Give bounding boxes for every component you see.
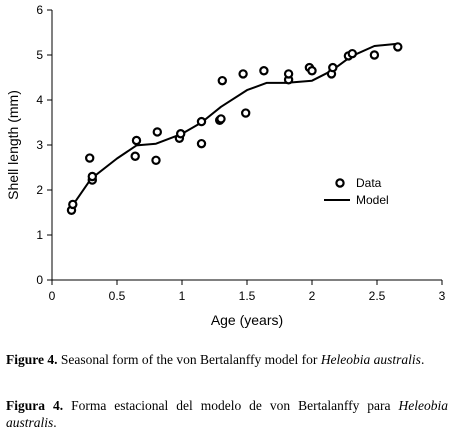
data-point bbox=[68, 199, 78, 210]
y-axis-title: Shell length (mm) bbox=[5, 90, 21, 200]
caption-english-end: . bbox=[420, 352, 425, 367]
caption-spanish-species: Heleobia australis bbox=[6, 398, 449, 430]
data-point bbox=[175, 129, 186, 139]
data-point bbox=[84, 153, 95, 163]
data-point bbox=[240, 108, 251, 118]
data-point bbox=[196, 138, 207, 149]
y-tick-label: 2 bbox=[36, 183, 43, 197]
data-point bbox=[87, 171, 98, 182]
data-point bbox=[347, 48, 357, 59]
data-point bbox=[238, 69, 248, 79]
data-point bbox=[259, 66, 269, 76]
x-axis-title: Age (years) bbox=[211, 312, 283, 328]
y-tick-label: 0 bbox=[36, 273, 43, 287]
x-tick-label: 0.5 bbox=[109, 289, 126, 303]
caption-english-species: Heleobia australis bbox=[320, 352, 421, 367]
data-point bbox=[283, 69, 294, 79]
caption-english: Figure 4. Seasonal form of the von Berta… bbox=[6, 351, 448, 368]
data-point bbox=[152, 127, 162, 137]
caption-spanish: Figura 4. Forma estacional del modelo de… bbox=[6, 397, 448, 431]
y-tick-label: 3 bbox=[36, 138, 43, 152]
legend-model-label: Model bbox=[356, 193, 389, 207]
legend-data-marker bbox=[335, 178, 345, 188]
y-tick-label: 1 bbox=[36, 228, 43, 242]
data-point bbox=[393, 42, 403, 52]
data-point bbox=[216, 114, 226, 124]
data-point bbox=[130, 151, 140, 161]
legend: Data Model bbox=[324, 176, 389, 207]
x-tick-label: 1 bbox=[179, 289, 186, 303]
caption-spanish-end: . bbox=[53, 415, 57, 430]
x-tick-label: 1.5 bbox=[239, 289, 256, 303]
y-tick-label: 5 bbox=[36, 48, 43, 62]
data-point bbox=[369, 50, 380, 60]
axes: 0 1 2 3 4 5 6 0 0.5 1 1.5 2 2.5 3 bbox=[36, 3, 445, 303]
x-tick-label: 2.5 bbox=[369, 289, 386, 303]
x-tick-label: 3 bbox=[439, 289, 446, 303]
y-tick-label: 4 bbox=[36, 93, 43, 107]
data-point bbox=[328, 62, 338, 73]
model-line bbox=[70, 42, 398, 208]
data-point bbox=[196, 116, 207, 127]
model-series bbox=[70, 42, 398, 208]
data-point bbox=[151, 155, 161, 165]
data-point bbox=[307, 66, 317, 76]
x-tick-label: 2 bbox=[309, 289, 316, 303]
x-tick-label: 0 bbox=[49, 289, 56, 303]
data-point bbox=[131, 135, 142, 146]
data-series bbox=[66, 42, 403, 215]
y-tick-label: 6 bbox=[36, 3, 43, 17]
chart: 0 1 2 3 4 5 6 0 0.5 1 1.5 2 2.5 3 Data Model Age (year… bbox=[5, 3, 446, 328]
caption-spanish-text: Forma estacional del modelo de von Berta… bbox=[63, 398, 399, 413]
legend-data-label: Data bbox=[356, 176, 382, 190]
caption-english-label: Figure 4. bbox=[6, 352, 58, 367]
caption-english-text: Seasonal form of the von Bertalanffy mod… bbox=[57, 352, 321, 367]
data-point bbox=[217, 75, 227, 86]
caption-spanish-label: Figura 4. bbox=[6, 398, 64, 413]
